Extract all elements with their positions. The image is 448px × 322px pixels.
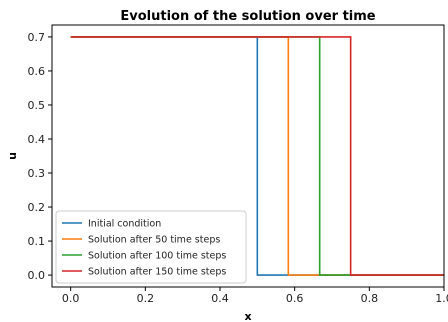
y-tick-label: 0.1 [28, 235, 46, 248]
x-tick-label: 1.0 [435, 292, 448, 305]
y-tick-label: 0.5 [28, 99, 46, 112]
y-tick-label: 0.6 [28, 65, 46, 78]
plot-frame [51, 24, 445, 288]
legend-label: Solution after 100 time steps [88, 251, 226, 262]
x-tick-label: 0.8 [361, 292, 379, 305]
y-tick-label: 0.2 [28, 201, 46, 214]
x-tick-label: 0.0 [62, 292, 80, 305]
y-tick-label: 0.3 [28, 167, 46, 180]
x-tick-label: 0.4 [211, 292, 229, 305]
series-layer [70, 36, 444, 276]
series-line-4 [70, 36, 444, 276]
x-axis-title: x [244, 310, 251, 322]
x-tick-label: 0.6 [286, 292, 304, 305]
y-tick-label: 0.4 [28, 133, 46, 146]
y-tick-label: 0.0 [28, 269, 46, 282]
x-tick-label: 0.2 [137, 292, 155, 305]
y-tick-label: 0.7 [28, 31, 46, 44]
legend-label: Solution after 150 time steps [88, 267, 226, 278]
chart-title: Evolution of the solution over time [120, 9, 375, 24]
ticks-layer: 0.0 0.2 0.4 0.6 0.8 1.0 0.0 0.1 0.2 0.3 0.4 0.5 0.6 0… [28, 31, 448, 305]
legend-label: Solution after 50 time steps [88, 235, 220, 246]
legend-label: Initial condition [88, 219, 161, 230]
legend-box [55, 210, 247, 284]
legend: Initial condition Solution after 50 time … [55, 210, 247, 284]
y-axis-title: u [6, 152, 19, 160]
